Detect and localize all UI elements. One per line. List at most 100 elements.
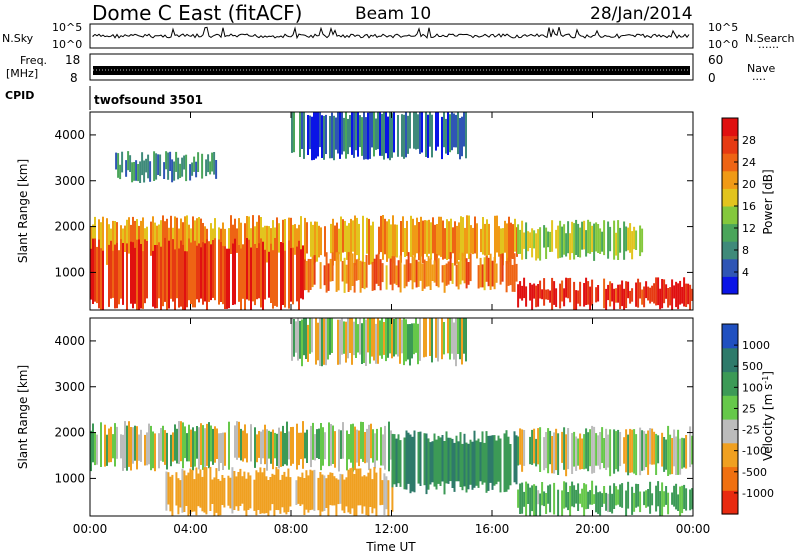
velocity-echo-column	[541, 482, 544, 506]
velocity-echo-column	[311, 470, 314, 510]
power-echo-column	[463, 254, 466, 284]
nave-tick-bottom: 0	[708, 71, 716, 85]
velocity-echo-column	[201, 476, 204, 512]
power-echo-column	[501, 253, 504, 282]
velocity-echo-column	[210, 425, 212, 462]
power-echo-column	[270, 243, 272, 303]
power-echo-column	[350, 218, 352, 254]
nsky-tick-bottom: 10^0	[52, 38, 82, 51]
velocity-echo-column	[397, 434, 400, 484]
power-echo-column	[565, 233, 568, 257]
velocity-echo-column	[309, 469, 312, 511]
velocity-echo-column	[112, 434, 114, 459]
velocity-echo-column	[529, 487, 532, 516]
velocity-echo-column	[349, 468, 352, 514]
power-echo-column	[447, 112, 449, 155]
power-echo-column	[186, 251, 188, 308]
power-echo-column	[619, 284, 622, 309]
power-echo-column	[499, 254, 502, 285]
power-echo-column	[179, 163, 182, 178]
velocity-echo-column	[343, 321, 345, 354]
velocity-echo-column	[221, 475, 224, 505]
power-echo-column	[196, 245, 198, 300]
power-echo-column	[343, 257, 346, 293]
power-echo-column	[383, 112, 385, 160]
power-echo-column	[551, 277, 554, 310]
power-echo-column	[373, 258, 376, 291]
velocity-echo-region	[165, 466, 394, 516]
power-echo-column	[204, 243, 206, 302]
power-echo-column	[108, 244, 110, 307]
velocity-echo-region	[90, 421, 392, 472]
velocity-echo-column	[253, 479, 256, 511]
velocity-echo-column	[505, 430, 508, 492]
power-echo-column	[372, 221, 374, 263]
power-echo-column	[452, 227, 454, 254]
velocity-echo-column	[657, 481, 660, 507]
velocity-echo-column	[203, 467, 206, 513]
power-echo-column	[653, 283, 656, 304]
power-echo-column	[132, 216, 134, 264]
power-echo-column	[309, 115, 311, 150]
colorbar-tick-label: 1000	[742, 339, 770, 352]
power-echo-column	[303, 112, 305, 159]
velocity-echo-column	[247, 472, 250, 510]
velocity-echo-region	[391, 430, 518, 495]
colorbar-tick-label: 20	[742, 178, 756, 191]
velocity-echo-column	[531, 429, 534, 465]
velocity-echo-column	[104, 424, 106, 467]
velocity-echo-column	[358, 430, 360, 467]
power-echo-column	[140, 220, 142, 261]
velocity-echo-column	[397, 318, 399, 357]
velocity-echo-column	[631, 486, 634, 515]
velocity-echo-column	[519, 483, 522, 514]
velocity-echo-column	[459, 432, 462, 487]
power-echo-column	[455, 114, 457, 148]
power-echo-column	[607, 284, 610, 301]
y-tick-label: 3000	[54, 174, 85, 188]
velocity-echo-column	[645, 433, 648, 468]
velocity-echo-column	[298, 432, 300, 466]
power-echo-column	[252, 215, 254, 262]
velocity-echo-column	[599, 491, 602, 516]
velocity-echo-column	[297, 476, 300, 504]
velocity-echo-column	[363, 475, 366, 507]
velocity-echo-column	[609, 429, 612, 477]
velocity-echo-column	[533, 484, 536, 516]
velocity-echo-column	[679, 438, 682, 475]
velocity-echo-column	[319, 472, 322, 516]
power-echo-column	[402, 216, 404, 252]
power-echo-column	[454, 221, 456, 266]
velocity-echo-column	[254, 427, 256, 468]
power-echo-column	[613, 288, 616, 310]
power-echo-column	[200, 247, 202, 299]
velocity-echo-column	[663, 491, 666, 507]
power-echo-column	[182, 244, 184, 310]
velocity-echo-column	[316, 429, 318, 458]
power-echo-column	[461, 116, 463, 157]
velocity-echo-column	[403, 318, 405, 366]
velocity-echo-column	[635, 483, 638, 508]
colorbar-swatch	[722, 206, 738, 225]
velocity-echo-column	[172, 432, 174, 462]
velocity-echo-column	[262, 429, 264, 459]
velocity-echo-column	[260, 431, 262, 465]
power-echo-column	[515, 263, 518, 282]
power-echo-column	[100, 248, 102, 310]
power-echo-column	[507, 257, 510, 286]
colorbar-swatch	[722, 442, 738, 468]
velocity-echo-column	[282, 425, 284, 467]
power-echo-column	[336, 222, 338, 260]
power-echo-column	[153, 151, 156, 181]
velocity-echo-column	[395, 438, 398, 487]
power-echo-column	[211, 152, 214, 172]
power-echo-column	[414, 225, 416, 258]
power-echo-column	[197, 152, 200, 172]
power-echo-column	[516, 227, 518, 257]
power-echo-column	[533, 283, 536, 299]
power-echo-column	[162, 215, 164, 255]
power-echo-column	[393, 112, 395, 153]
power-echo-column	[484, 223, 486, 256]
velocity-echo-column	[569, 485, 572, 516]
power-echo-column	[487, 257, 490, 287]
